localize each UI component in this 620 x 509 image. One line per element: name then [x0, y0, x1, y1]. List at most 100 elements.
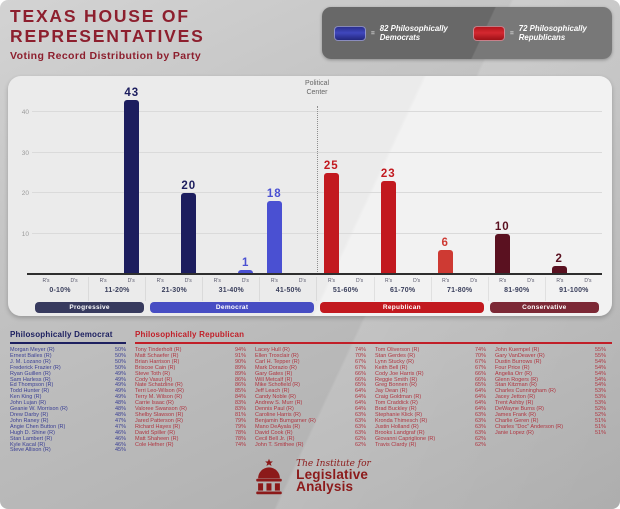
list-row: J. M. Lozano (R) 50% — [10, 359, 126, 366]
list-row: Brad Buckley (R) 64% — [375, 406, 486, 413]
republican-list-title: Philosophically Republican — [135, 330, 612, 344]
list-row: John Kuempel (R) 55% — [495, 347, 606, 354]
member-pct: 63% — [354, 429, 366, 436]
list-row: Kyle Kacal (R) 46% — [10, 441, 126, 449]
category-cell: R's D's 0-10% — [32, 277, 90, 301]
bar — [181, 193, 197, 274]
list-row: Angelia Orr (R) 54% — [495, 371, 606, 378]
bar-group: 6 — [431, 76, 488, 274]
bar-value-label: 2 — [555, 252, 563, 265]
slot-label: R's — [42, 278, 50, 284]
member-name: Stan Kitzman (R) — [495, 382, 537, 389]
member-name: Todd Hunter (R) — [10, 388, 50, 395]
category-range-label: 41-50% — [275, 287, 302, 294]
list-row: DeWayne Burns (R) 52% — [495, 406, 606, 413]
list-row: Gary Gates (R) 66% — [255, 371, 366, 378]
member-name: Reggie Smith (R) — [375, 376, 418, 383]
member-name: Mike Schofield (R) — [255, 382, 300, 389]
member-name: Briscoe Cain (R) — [135, 364, 176, 371]
member-name: Morgan Meyer (R) — [10, 347, 55, 353]
bar-groups: 43 20 1 18 25 23 6 10 2 — [32, 76, 602, 274]
list-row: Angie Chen Button (R) 47% — [10, 424, 126, 431]
member-name: Mano DeAyala (R) — [255, 423, 301, 430]
bar-group: 23 — [374, 76, 431, 274]
bar-slot — [289, 76, 318, 274]
bar-group: 43 — [89, 76, 146, 274]
category-cell: R's D's 71-80% — [432, 277, 489, 301]
list-row: Frederick Frazier (R) 50% — [10, 364, 126, 372]
logo-line3: Analysis — [296, 479, 354, 494]
category-cell: R's D's 81-90% — [489, 277, 546, 301]
page-title-line1: TEXAS HOUSE OF — [10, 6, 190, 26]
member-name: Will Metcalf (R) — [255, 376, 293, 383]
republican-list-column: Lacey Hull (R) 74% Ellen Troxclair (R) 70% C… — [255, 347, 366, 448]
list-row: Steve Allison (R) 45% — [10, 448, 126, 454]
member-pct: 64% — [474, 406, 486, 413]
republican-list-column: John Kuempel (R) 55% Gary VanDeaver (R) 55%… — [495, 347, 606, 448]
member-pct: 79% — [234, 417, 246, 424]
member-pct: 78% — [234, 435, 246, 442]
list-row: Ed Thompson (R) 49% — [10, 383, 126, 389]
member-name: Kyle Kacal (R) — [10, 441, 46, 448]
bar-slot — [32, 76, 61, 274]
member-name: Greg Bonnen (R) — [375, 382, 417, 389]
member-name: Tom Oliverson (R) — [375, 347, 420, 353]
band-democrat: Democrat — [150, 302, 314, 313]
category-cell: R's D's 51-60% — [317, 277, 375, 301]
member-pct: 74% — [474, 347, 486, 353]
member-pct: 49% — [114, 394, 126, 401]
slot-label: R's — [156, 278, 164, 284]
member-name: Dustin Burrows (R) — [495, 358, 542, 365]
institute-logo-text: The Institute for Legislative Analysis — [296, 459, 371, 494]
member-name: Caroline Harris (R) — [255, 411, 301, 418]
bar-slot — [517, 76, 546, 274]
equals-sign: = — [371, 29, 375, 37]
bar-group: 25 — [317, 76, 374, 274]
list-row: Cecil Bell Jr. (R) 62% — [255, 436, 366, 443]
member-name: Charles "Doc" Anderson (R) — [495, 423, 564, 430]
member-pct: 65% — [354, 382, 366, 389]
member-name: Frederick Frazier (R) — [10, 364, 61, 371]
category-cell: R's D's 61-70% — [375, 277, 432, 301]
member-pct: 48% — [114, 400, 126, 407]
bar-slot: 20 — [175, 76, 204, 274]
member-name: Charles Cunningham (R) — [495, 388, 556, 395]
member-name: Ernest Bailes (R) — [10, 352, 52, 359]
member-name: Four Price (R) — [495, 364, 530, 371]
member-pct: 63% — [474, 417, 486, 424]
member-pct: 86% — [234, 376, 246, 383]
member-pct: 74% — [354, 347, 366, 353]
list-row: Mano DeAyala (R) 63% — [255, 423, 366, 431]
list-row: Trent Ashby (R) 53% — [495, 400, 606, 407]
member-pct: 78% — [234, 429, 246, 436]
member-name: Matt Shaheen (R) — [135, 435, 179, 442]
member-pct: 51% — [594, 423, 606, 430]
slot-label: R's — [499, 278, 507, 284]
bar-value-label: 23 — [380, 167, 396, 180]
slot-label: D's — [127, 278, 135, 284]
member-name: James Frank (R) — [495, 411, 536, 418]
member-pct: 89% — [234, 364, 246, 371]
bar-value-label: 25 — [323, 159, 339, 172]
list-row: Charlie Geren (R) 51% — [495, 418, 606, 425]
member-name: Stephanie Klick (R) — [375, 411, 423, 418]
member-name: Nate Schatzline (R) — [135, 382, 183, 389]
category-range-label: 81-90% — [504, 287, 530, 294]
slot-labels: R's D's — [89, 278, 145, 284]
list-row: Charles Cunningham (R) 53% — [495, 388, 606, 395]
list-row: Travis Clardy (R) 62% — [375, 442, 486, 449]
member-name: Ed Thompson (R) — [10, 382, 54, 389]
category-cell: R's D's 91-100% — [546, 277, 602, 301]
list-row: David Spiller (R) 78% — [135, 429, 246, 437]
category-cell: R's D's 21-30% — [146, 277, 204, 301]
member-pct: 64% — [354, 388, 366, 395]
list-row: Drew Darby (R) 48% — [10, 412, 126, 419]
slot-label: D's — [584, 278, 592, 284]
list-row: Carrie Isaac (R) 83% — [135, 400, 246, 407]
member-pct: 52% — [594, 406, 606, 413]
member-pct: 54% — [594, 382, 606, 389]
republican-list-column: Tom Oliverson (R) 74% Stan Gerdes (R) 70% Ly… — [375, 347, 486, 449]
bar-value-label: 18 — [266, 188, 282, 201]
member-pct: 53% — [594, 400, 606, 407]
list-row: Dustin Burrows (R) 54% — [495, 358, 606, 366]
